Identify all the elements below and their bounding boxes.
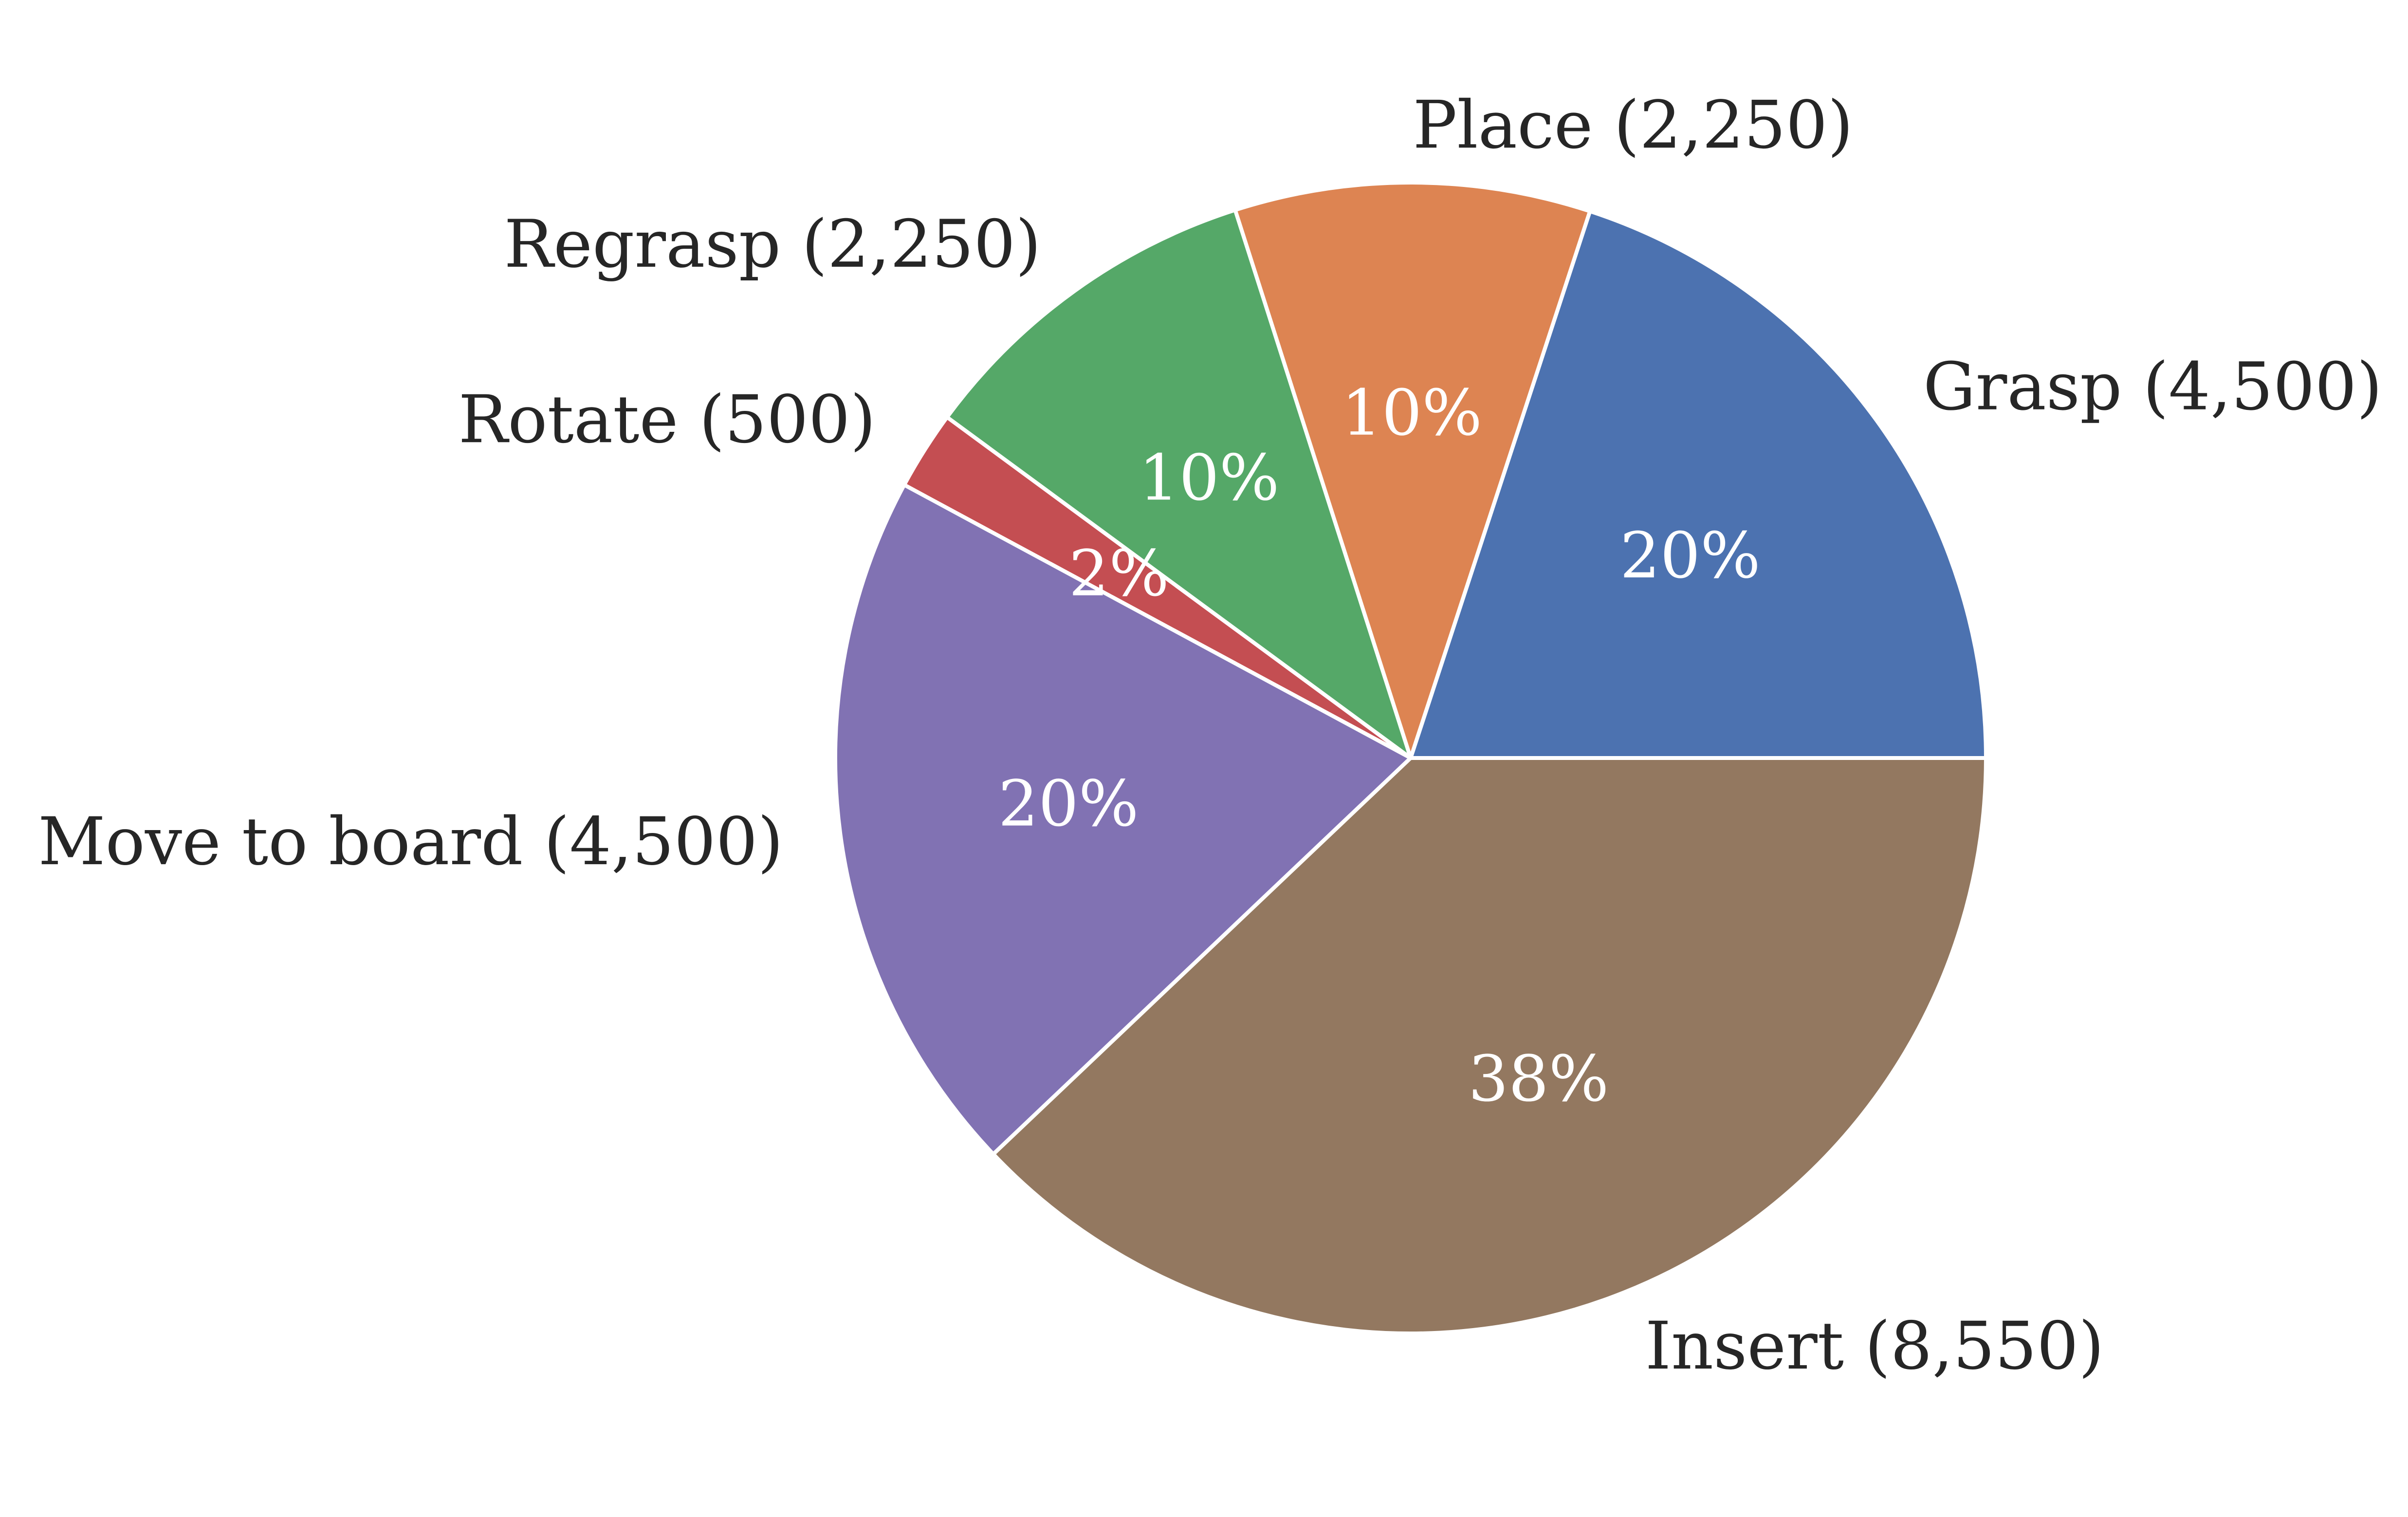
pie-slice-place bbox=[1233, 181, 1592, 760]
pct-label-grasp: 20% bbox=[1620, 518, 1761, 592]
pie-slice-insert bbox=[991, 756, 1988, 1335]
pie-slice-grasp bbox=[1409, 209, 1988, 760]
pct-label-place: 10% bbox=[1342, 376, 1482, 450]
slice-label-place: Place (2,250) bbox=[1413, 87, 1854, 163]
slice-label-regrasp: Regrasp (2,250) bbox=[504, 206, 1041, 282]
slice-label-rotate: Rotate (500) bbox=[459, 381, 876, 458]
pie-slice-move-to-board bbox=[833, 482, 1413, 1156]
pct-label-rotate: 2% bbox=[1069, 536, 1169, 610]
percent-labels-layer: 20% 10% 10% 2% 20% 38% bbox=[998, 376, 1761, 1116]
slice-label-grasp: Grasp (4,500) bbox=[1923, 349, 2382, 425]
pct-label-regrasp: 10% bbox=[1139, 441, 1279, 515]
outer-labels-layer: Grasp (4,500) Place (2,250) Regrasp (2,250… bbox=[38, 87, 2382, 1384]
slices-layer bbox=[833, 181, 1988, 1335]
slice-label-insert: Insert (8,550) bbox=[1645, 1308, 2104, 1384]
pie-slice-regrasp bbox=[945, 208, 1413, 760]
pct-label-move-to-board: 20% bbox=[998, 767, 1139, 841]
pct-label-insert: 38% bbox=[1468, 1042, 1609, 1116]
slice-label-move-to-board: Move to board (4,500) bbox=[38, 803, 783, 880]
